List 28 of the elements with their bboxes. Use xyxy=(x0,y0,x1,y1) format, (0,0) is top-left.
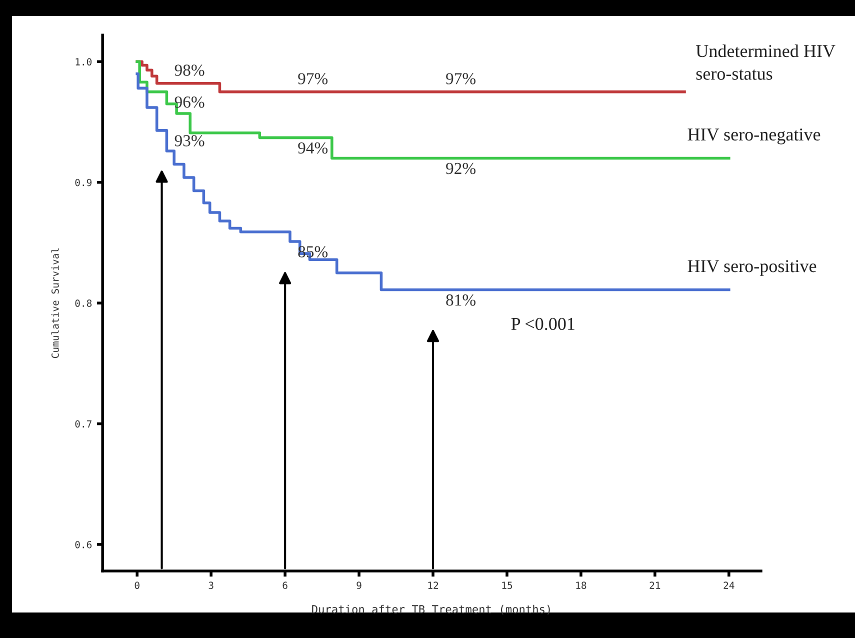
y-tick-label: 0.8 xyxy=(75,300,92,307)
annotation: 97% xyxy=(446,73,476,84)
series-label: HIV sero-negative xyxy=(688,128,820,144)
x-tick-label: 24 xyxy=(724,582,734,589)
x-tick-label: 18 xyxy=(576,582,586,590)
annotation: 92% xyxy=(446,162,476,174)
y-tick-label: 0.9 xyxy=(75,178,92,186)
annotation: 97% xyxy=(298,73,328,84)
annotation: 96% xyxy=(174,96,204,108)
x-tick-label: 21 xyxy=(650,582,660,589)
annotation: P <0.001 xyxy=(511,318,574,330)
x-tick-label: 0 xyxy=(134,582,140,590)
y-tick-label: 1.0 xyxy=(76,58,92,66)
x-tick-label: 6 xyxy=(282,582,288,590)
x-tick-label: 12 xyxy=(428,582,438,589)
y-tick-label: 0.6 xyxy=(75,540,92,548)
annotation: 81% xyxy=(446,294,476,306)
x-axis-title: Duration after TB Treatment (months) xyxy=(312,604,550,615)
y-tick-label: 0.7 xyxy=(75,420,92,428)
x-tick-label: 3 xyxy=(208,582,214,590)
annotation: 98% xyxy=(174,64,204,76)
series-label: Undetermined HIV sero-status xyxy=(696,44,836,80)
x-tick-label: 9 xyxy=(356,582,362,590)
y-axis-title: Cumulative Survival xyxy=(51,248,59,358)
x-tick-label: 15 xyxy=(502,582,512,590)
series-label: HIV sero-positive xyxy=(688,260,816,276)
annotation: 94% xyxy=(298,142,328,154)
annotation: 93% xyxy=(174,135,204,146)
